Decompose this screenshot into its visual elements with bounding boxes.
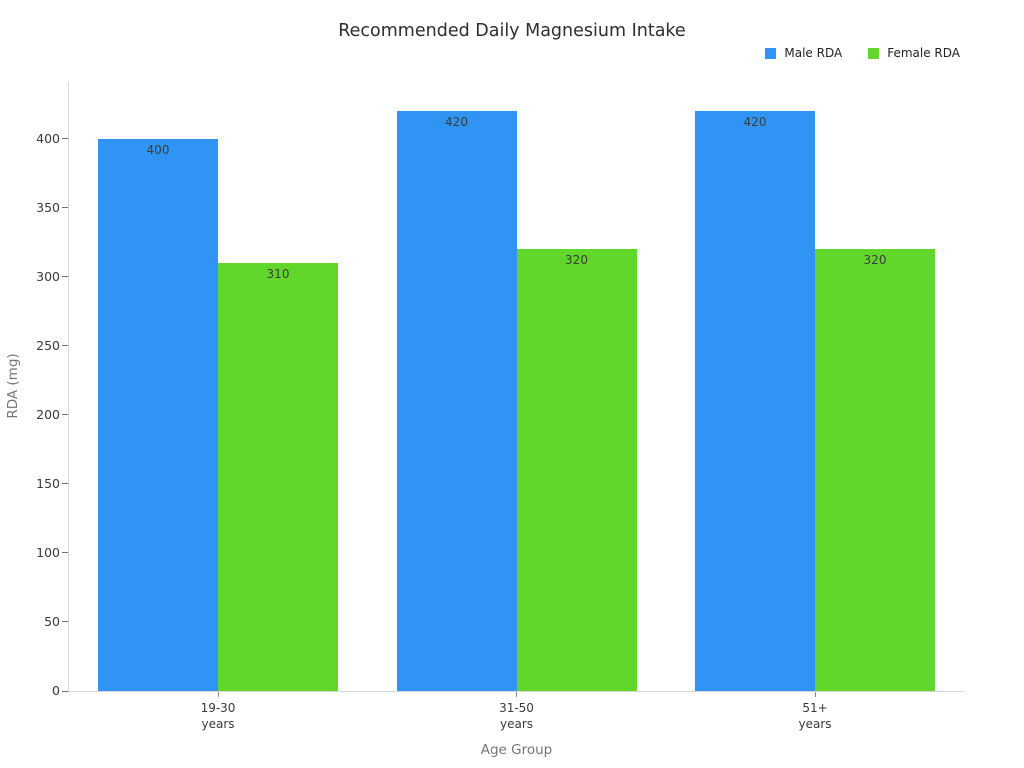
x-tick-label: 31-50 years: [499, 701, 534, 731]
y-tick-mark: [62, 138, 68, 140]
x-axis-title: Age Group: [480, 742, 553, 758]
x-tick-label: 19-30 years: [200, 701, 236, 731]
bar-female-rda-0: [218, 262, 338, 691]
bar-value-label: 400: [146, 142, 170, 157]
bar-male-rda-0: [98, 138, 218, 691]
y-tick-label: 0: [52, 683, 60, 698]
bar-value-label: 420: [445, 115, 468, 129]
legend-item-female-rda[interactable]: Female RDA: [868, 46, 960, 60]
x-tick-label: 51+ years: [798, 701, 832, 731]
bar-value-label: 320: [863, 253, 887, 268]
y-tick-mark: [62, 276, 68, 278]
y-tick-label: 350: [36, 199, 60, 215]
legend-swatch-icon: [765, 47, 777, 59]
x-tick-mark: [516, 692, 517, 697]
bar-male-rda-1: [396, 111, 517, 691]
y-tick-label: 200: [36, 406, 60, 422]
y-tick-label: 250: [36, 337, 60, 353]
y-axis-spine: [68, 82, 69, 691]
y-tick-mark: [62, 621, 68, 623]
y-tick-label: 100: [36, 544, 60, 560]
chart-title: Recommended Daily Magnesium Intake: [338, 21, 686, 41]
legend-swatch-icon: [868, 47, 880, 59]
y-tick-label: 300: [36, 268, 60, 284]
y-tick-mark: [62, 552, 68, 554]
bar-value-label: 320: [565, 253, 588, 268]
y-tick-mark: [62, 414, 68, 416]
y-tick-label: 400: [36, 130, 60, 146]
bar-female-rda-2: [815, 249, 935, 691]
y-tick-label: 50: [44, 613, 60, 629]
y-tick-mark: [62, 483, 68, 485]
x-axis-spine: [68, 691, 965, 692]
x-tick-mark: [217, 692, 219, 697]
bar-value-label: 420: [743, 115, 767, 129]
x-tick-mark: [814, 692, 816, 697]
legend-label: Female RDA: [887, 46, 960, 60]
y-axis-title: RDA (mg): [5, 353, 21, 419]
legend: Male RDA Female RDA: [765, 46, 960, 60]
y-tick-mark: [62, 690, 68, 692]
legend-label: Male RDA: [784, 46, 843, 60]
y-tick-label: 150: [36, 475, 60, 491]
bar-male-rda-2: [695, 111, 815, 691]
bar-value-label: 310: [266, 266, 290, 281]
legend-item-male-rda[interactable]: Male RDA: [765, 46, 842, 60]
bar-female-rda-1: [516, 249, 637, 691]
y-tick-mark: [62, 345, 68, 347]
y-tick-mark: [62, 207, 68, 209]
